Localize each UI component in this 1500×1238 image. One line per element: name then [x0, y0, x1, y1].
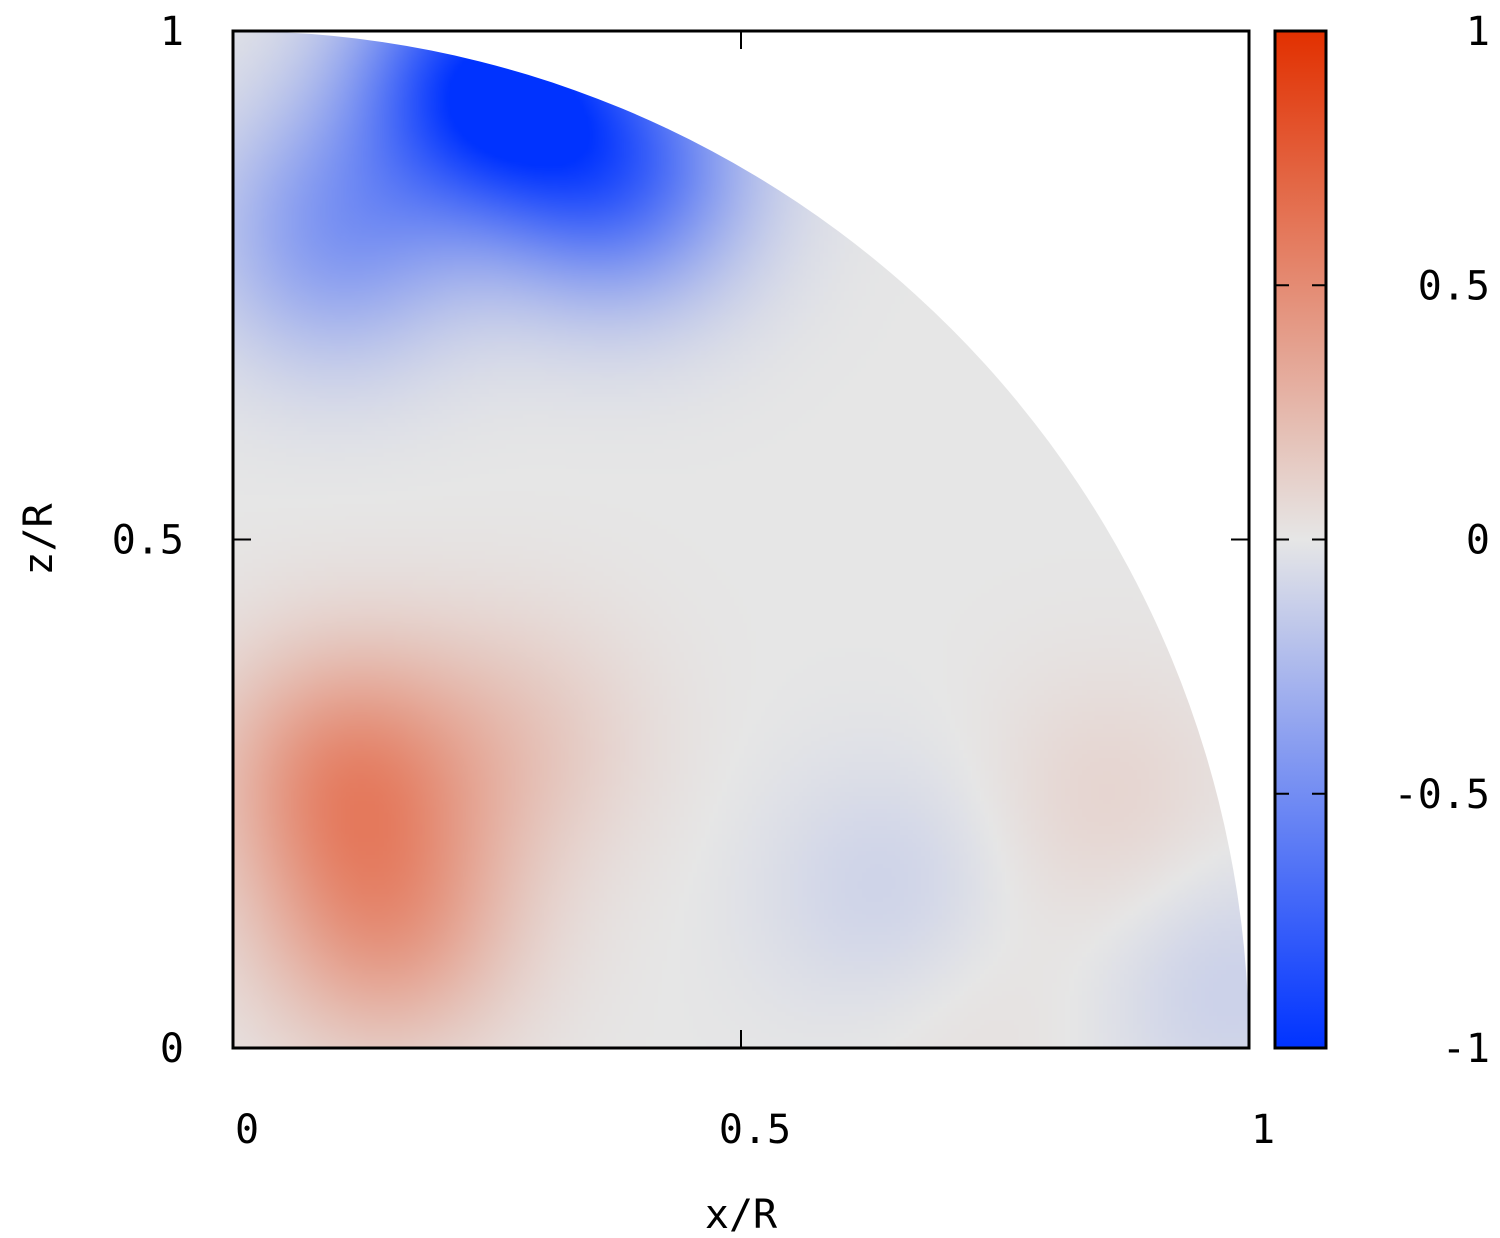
colorbar-tick-label: -0.5 — [1394, 772, 1490, 818]
x-axis-label: x/R — [705, 1192, 778, 1238]
colorbar-tick-label: 0 — [1466, 518, 1490, 564]
x-tick-label: 0 — [235, 1107, 259, 1153]
y-tick-label: 1 — [160, 9, 184, 55]
colorbar-tick-label: -1 — [1442, 1026, 1490, 1072]
colorbar-tick-label: 1 — [1466, 9, 1490, 55]
y-axis-ticks: 00.51 — [112, 9, 1249, 1072]
heatmap-field — [233, 31, 1249, 1048]
colorbar: 1 0.5 0 -0.5 -1 — [1273, 9, 1490, 1072]
colorbar-ticks: 1 0.5 0 -0.5 -1 — [1275, 9, 1490, 1072]
y-tick-label: 0.5 — [112, 518, 184, 564]
y-axis-label: z/R — [16, 502, 62, 575]
x-tick-label: 0.5 — [719, 1107, 791, 1153]
plot-area: 0 0.5 1 00.51 — [112, 9, 1275, 1153]
colorbar-tick-label: 0.5 — [1418, 263, 1490, 309]
y-tick-label: 0 — [160, 1026, 184, 1072]
x-tick-label: 1 — [1251, 1107, 1275, 1153]
x-axis-ticks: 0 0.5 1 — [232, 31, 1275, 1153]
